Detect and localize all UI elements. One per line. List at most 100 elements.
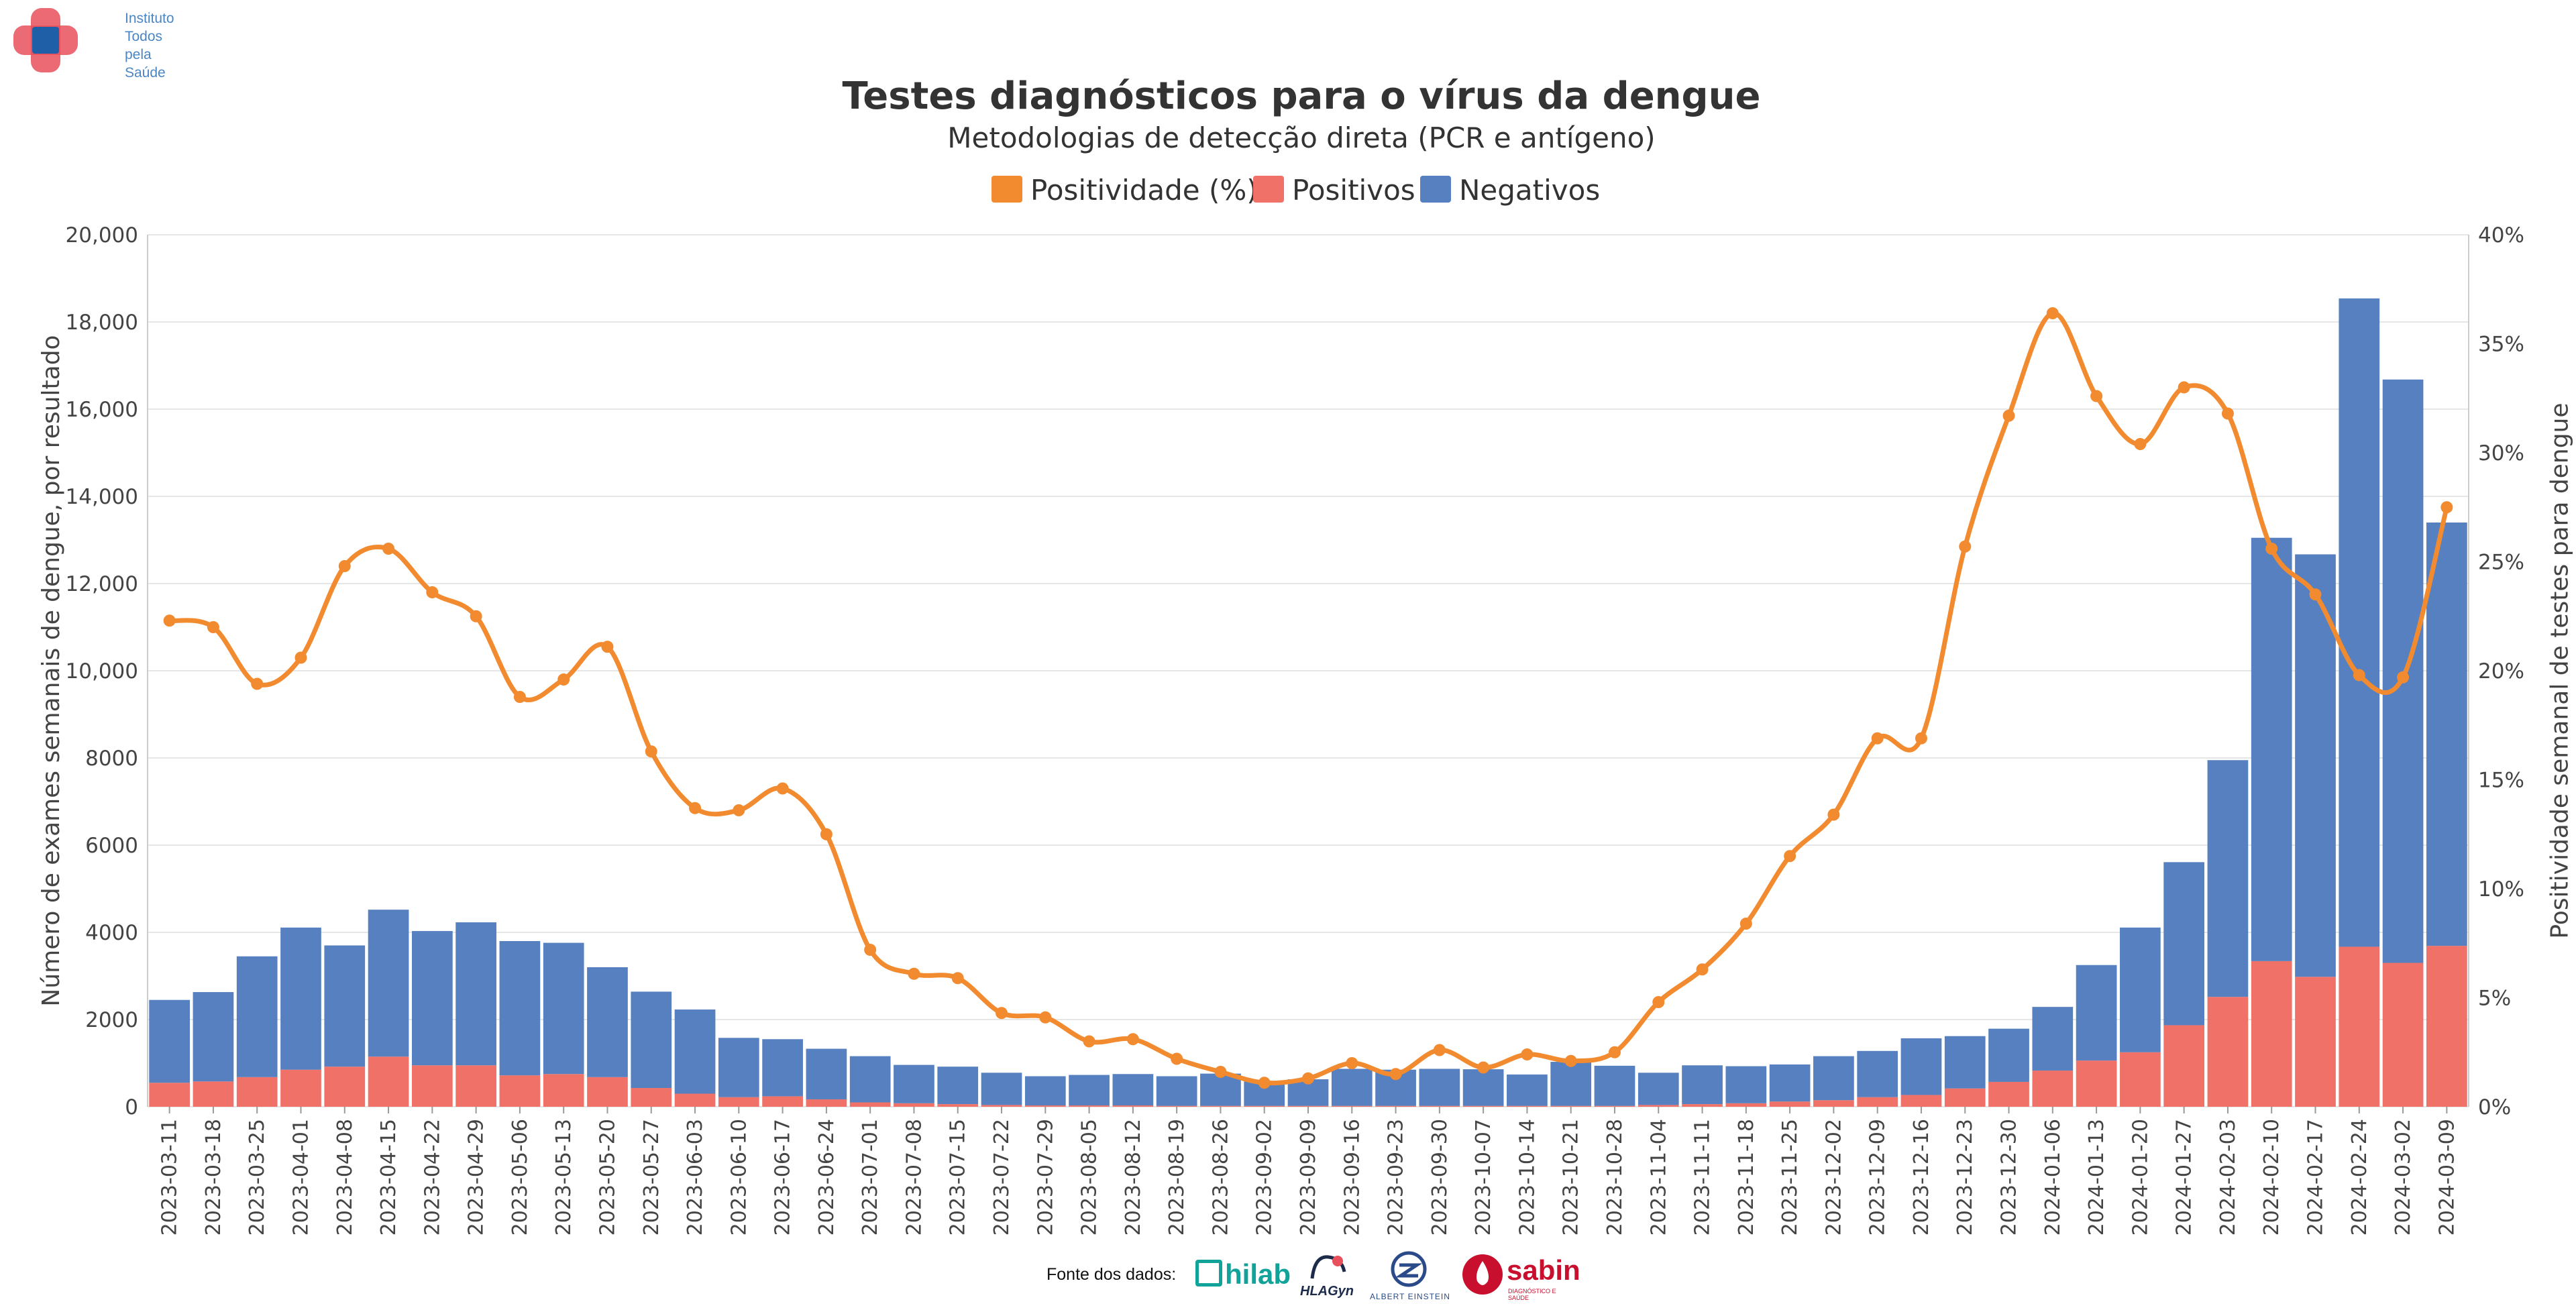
positivity-point[interactable] (2265, 543, 2278, 555)
bar-positivos[interactable] (1069, 1105, 1110, 1107)
bar-negativos[interactable] (324, 945, 366, 1067)
bar-positivos[interactable] (1682, 1104, 1723, 1107)
bar-negativos[interactable] (2163, 862, 2205, 1026)
bar-negativos[interactable] (149, 999, 190, 1083)
bar-negativos[interactable] (849, 1056, 891, 1103)
bar-positivos[interactable] (1244, 1105, 1285, 1107)
positivity-point[interactable] (2397, 671, 2410, 684)
positivity-point[interactable] (1784, 850, 1796, 863)
bar-positivos[interactable] (368, 1056, 409, 1107)
bar-negativos[interactable] (674, 1009, 716, 1094)
bar-positivos[interactable] (1200, 1105, 1241, 1107)
bar-negativos[interactable] (2120, 927, 2161, 1052)
legend-label-negativos[interactable]: Negativos (1459, 174, 1600, 207)
legend-swatch-positivity[interactable] (991, 176, 1022, 203)
bar-positivos[interactable] (937, 1104, 979, 1107)
positivity-point[interactable] (2134, 438, 2147, 450)
positivity-point[interactable] (2090, 390, 2103, 402)
bar-positivos[interactable] (2382, 963, 2424, 1107)
bar-positivos[interactable] (1462, 1105, 1504, 1107)
bar-positivos[interactable] (806, 1099, 847, 1107)
positivity-point[interactable] (338, 560, 351, 572)
bar-negativos[interactable] (631, 991, 672, 1089)
positivity-point[interactable] (1652, 996, 1665, 1008)
bar-positivos[interactable] (1594, 1105, 1635, 1107)
legend-label-positivity[interactable]: Positividade (%) (1030, 174, 1258, 207)
bar-negativos[interactable] (587, 967, 628, 1077)
bar-negativos[interactable] (1769, 1064, 1811, 1102)
positivity-point[interactable] (1171, 1052, 1183, 1065)
bar-negativos[interactable] (193, 992, 234, 1082)
bar-positivos[interactable] (1287, 1105, 1329, 1107)
bar-negativos[interactable] (2339, 298, 2380, 947)
positivity-point[interactable] (1039, 1011, 1052, 1024)
bar-negativos[interactable] (543, 942, 584, 1075)
bar-negativos[interactable] (1024, 1076, 1066, 1106)
positivity-point[interactable] (2002, 409, 2015, 422)
bar-positivos[interactable] (1156, 1105, 1197, 1107)
bar-positivos[interactable] (1944, 1088, 1986, 1107)
bar-negativos[interactable] (1550, 1062, 1592, 1106)
positivity-point[interactable] (207, 621, 219, 633)
bar-positivos[interactable] (1375, 1105, 1416, 1107)
bar-positivos[interactable] (1725, 1103, 1767, 1107)
bar-positivos[interactable] (455, 1065, 496, 1107)
bar-positivos[interactable] (1638, 1105, 1679, 1107)
bar-positivos[interactable] (2251, 961, 2292, 1107)
positivity-point[interactable] (2178, 381, 2190, 394)
positivity-point[interactable] (996, 1007, 1008, 1020)
positivity-point[interactable] (601, 641, 614, 653)
positivity-point[interactable] (1827, 808, 1840, 821)
positivity-point[interactable] (1214, 1066, 1227, 1078)
bar-positivos[interactable] (149, 1083, 190, 1107)
bar-positivos[interactable] (2207, 997, 2249, 1107)
positivity-point[interactable] (1083, 1035, 1095, 1048)
bar-negativos[interactable] (1112, 1074, 1154, 1106)
bar-positivos[interactable] (324, 1067, 366, 1107)
bar-negativos[interactable] (718, 1038, 759, 1097)
positivity-point[interactable] (470, 610, 482, 622)
positivity-point[interactable] (1739, 918, 1752, 930)
bar-negativos[interactable] (2426, 523, 2467, 946)
bar-positivos[interactable] (1419, 1105, 1460, 1107)
positivity-point[interactable] (645, 745, 657, 758)
bar-negativos[interactable] (1725, 1066, 1767, 1103)
positivity-point[interactable] (689, 802, 702, 814)
bar-negativos[interactable] (1944, 1036, 1986, 1089)
positivity-point[interactable] (951, 972, 964, 985)
positivity-point[interactable] (2309, 588, 2322, 601)
positivity-point[interactable] (163, 614, 176, 627)
bar-positivos[interactable] (1550, 1105, 1592, 1107)
bar-negativos[interactable] (1813, 1056, 1854, 1101)
bar-positivos[interactable] (543, 1074, 584, 1107)
positivity-point[interactable] (557, 673, 570, 686)
bar-negativos[interactable] (1638, 1073, 1679, 1105)
legend-swatch-positivos[interactable] (1253, 176, 1284, 203)
bar-negativos[interactable] (2251, 537, 2292, 961)
positivity-point[interactable] (2440, 501, 2453, 514)
bar-positivos[interactable] (2426, 946, 2467, 1107)
legend-swatch-negativos[interactable] (1420, 176, 1451, 203)
bar-positivos[interactable] (193, 1081, 234, 1107)
bar-negativos[interactable] (368, 910, 409, 1057)
bar-negativos[interactable] (2032, 1007, 2074, 1071)
bar-negativos[interactable] (499, 941, 541, 1076)
bar-positivos[interactable] (718, 1097, 759, 1107)
bar-negativos[interactable] (806, 1048, 847, 1099)
bar-negativos[interactable] (1988, 1028, 2029, 1082)
bar-positivos[interactable] (1769, 1101, 1811, 1107)
bar-positivos[interactable] (587, 1077, 628, 1107)
bar-positivos[interactable] (2339, 946, 2380, 1107)
bar-positivos[interactable] (1857, 1097, 1898, 1107)
bar-negativos[interactable] (1507, 1074, 1548, 1106)
bar-negativos[interactable] (1156, 1076, 1197, 1106)
bar-positivos[interactable] (674, 1093, 716, 1107)
positivity-point[interactable] (1302, 1072, 1314, 1085)
bar-positivos[interactable] (1507, 1105, 1548, 1107)
bar-positivos[interactable] (894, 1103, 934, 1107)
bar-positivos[interactable] (762, 1096, 803, 1107)
positivity-point[interactable] (1915, 732, 1927, 745)
positivity-point[interactable] (1696, 963, 1709, 976)
bar-negativos[interactable] (2076, 965, 2117, 1061)
bar-negativos[interactable] (2207, 760, 2249, 997)
